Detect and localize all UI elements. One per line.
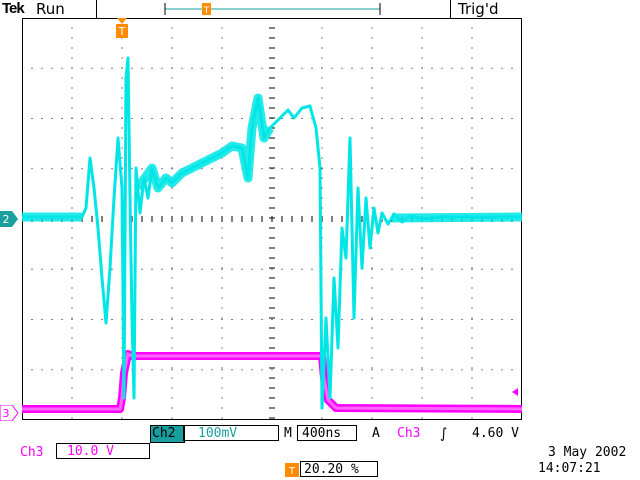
ch2-scale[interactable]: 100mV bbox=[183, 425, 279, 441]
ch3-scale[interactable]: 10.0 V bbox=[56, 443, 150, 459]
svg-text:T: T bbox=[288, 466, 296, 477]
ch2-ground-marker[interactable]: 2 bbox=[0, 211, 20, 227]
ch3-ground-marker[interactable]: 3 bbox=[0, 405, 20, 421]
trigger-position-value[interactable]: 20.20 % bbox=[300, 461, 378, 477]
ch2-trace bbox=[22, 56, 522, 410]
graticule[interactable]: T bbox=[22, 18, 522, 420]
trigger-mode: A bbox=[372, 426, 380, 441]
time-display: 14:07:21 bbox=[538, 461, 601, 476]
rising-edge-icon: ∫ bbox=[440, 426, 448, 442]
svg-text:3: 3 bbox=[3, 407, 10, 420]
trigger-position-icon: T bbox=[285, 463, 299, 477]
timebase-prefix: M bbox=[284, 426, 292, 441]
acquisition-status: Run bbox=[36, 0, 65, 18]
svg-text:2: 2 bbox=[3, 213, 10, 226]
record-position-bracket[interactable]: T bbox=[160, 0, 385, 18]
svg-text:T: T bbox=[118, 25, 126, 38]
trigger-level-arrow bbox=[512, 388, 518, 396]
date-display: 3 May 2002 bbox=[548, 445, 627, 460]
brand-logo: Tek bbox=[2, 0, 25, 17]
divider bbox=[96, 0, 97, 18]
trigger-level[interactable]: 4.60 V bbox=[472, 426, 519, 441]
svg-text:T: T bbox=[203, 6, 210, 16]
status-bar: Tek Run Trig'd T bbox=[0, 0, 640, 18]
trigger-source[interactable]: Ch3 bbox=[397, 426, 421, 441]
trigger-position-marker: T bbox=[116, 18, 128, 38]
ch2-label[interactable]: Ch2 bbox=[150, 425, 185, 443]
trigger-status: Trig'd bbox=[458, 0, 499, 18]
divider bbox=[450, 0, 451, 18]
ch3-label[interactable]: Ch3 bbox=[20, 445, 44, 460]
timebase-value[interactable]: 400ns bbox=[297, 425, 357, 441]
